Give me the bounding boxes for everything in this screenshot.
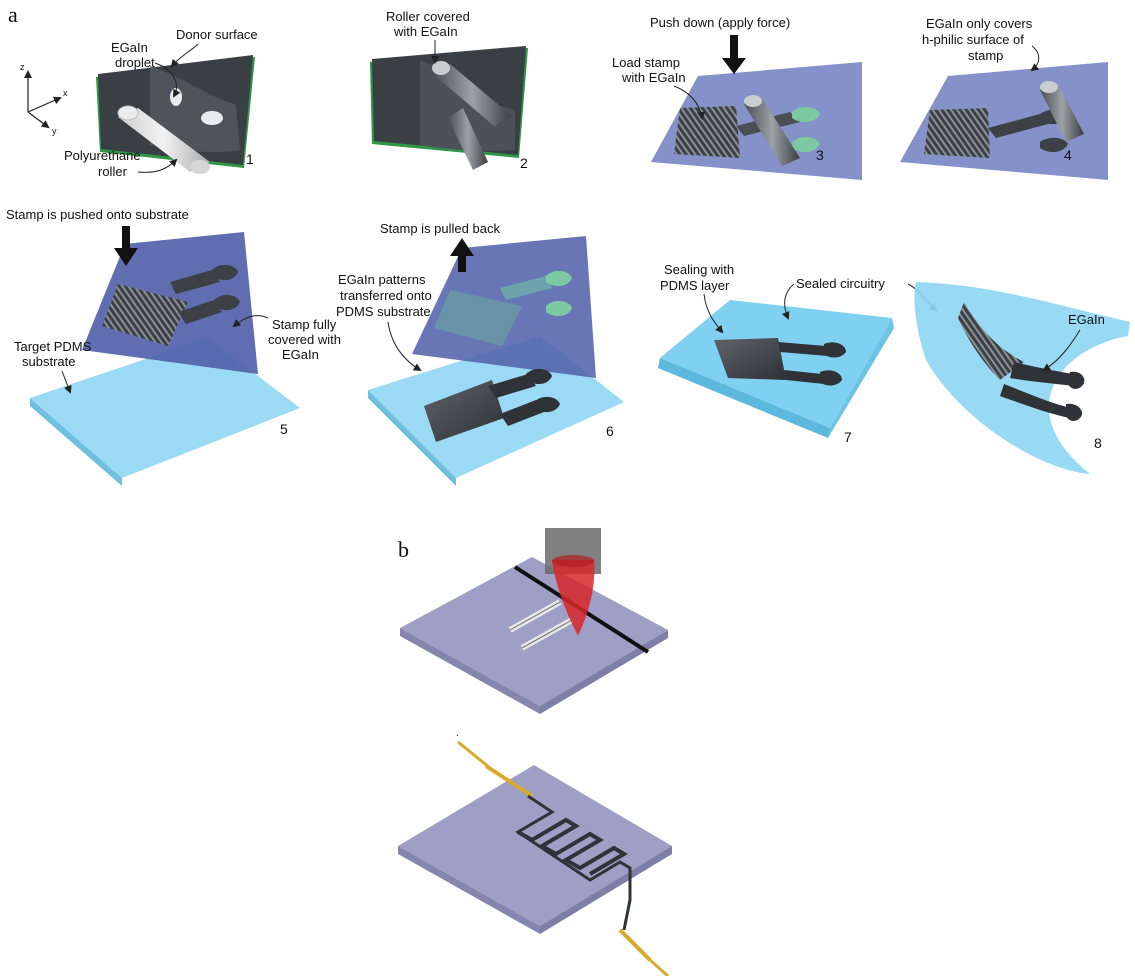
svg-text:droplet: droplet (115, 55, 155, 70)
svg-text:covered with: covered with (268, 332, 341, 347)
push-down-arrow (722, 35, 746, 74)
svg-text:Donor surface: Donor surface (176, 27, 258, 42)
svg-text:h-philic surface of: h-philic surface of (922, 32, 1024, 47)
laser-beam (552, 560, 595, 636)
svg-text:Stamp is pushed onto substrate: Stamp is pushed onto substrate (6, 207, 189, 222)
step-number-8: 8 (1094, 435, 1102, 451)
target-pdms-label: Target PDMS substrate (14, 339, 92, 394)
patterns-transferred-label: EGaIn patterns transferred onto PDMS sub… (336, 272, 432, 372)
svg-text:substrate: substrate (22, 354, 75, 369)
axis-x-label: x (63, 88, 68, 98)
egain-label: EGaIn (1042, 312, 1105, 372)
stamp-pulled-label: Stamp is pulled back (380, 221, 500, 272)
separator-dot: . (456, 728, 459, 739)
step-number-4: 4 (1064, 147, 1072, 163)
svg-text:EGaIn only covers: EGaIn only covers (926, 16, 1033, 31)
svg-text:Stamp is pulled back: Stamp is pulled back (380, 221, 500, 236)
stamp-fully-covered-label: Stamp fully covered with EGaIn (232, 315, 341, 362)
svg-text:EGaIn: EGaIn (111, 40, 148, 55)
svg-text:PDMS substrate: PDMS substrate (336, 304, 431, 319)
push-arrow (114, 226, 138, 266)
push-down-label: Push down (apply force) (650, 15, 790, 74)
svg-text:Sealing with: Sealing with (664, 262, 734, 277)
panel-a-letter: a (8, 2, 18, 27)
axis-y-label: y (52, 126, 57, 136)
svg-text:EGaIn patterns: EGaIn patterns (338, 272, 426, 287)
egain-droplet-label: EGaIn droplet (111, 40, 181, 98)
svg-text:Sealed circuitry: Sealed circuitry (796, 276, 885, 291)
step-number-6: 6 (606, 423, 614, 439)
step5-illustration (30, 232, 300, 486)
step-number-2: 2 (520, 155, 528, 171)
step-number-3: 3 (816, 147, 824, 163)
step3-illustration (651, 62, 862, 180)
step4-illustration (900, 62, 1108, 180)
serpentine-circuit-illustration (398, 740, 672, 976)
svg-text:Roller covered: Roller covered (386, 9, 470, 24)
donor-surface-label: Donor surface (170, 27, 258, 68)
svg-text:PDMS layer: PDMS layer (660, 278, 730, 293)
step7-illustration (658, 300, 894, 438)
step-number-7: 7 (844, 429, 852, 445)
step-number-1: 1 (246, 151, 254, 167)
laser-writing-illustration (400, 528, 668, 714)
svg-text:Target PDMS: Target PDMS (14, 339, 92, 354)
roller-covered-label: Roller covered with EGaIn (386, 9, 470, 64)
stamp-pushed-label: Stamp is pushed onto substrate (6, 207, 189, 266)
sealing-label: Sealing with PDMS layer (660, 262, 734, 334)
step1-illustration (96, 55, 255, 174)
load-stamp-label: Load stamp with EGaIn (612, 55, 706, 120)
step8-illustration (914, 282, 1130, 474)
svg-text:EGaIn: EGaIn (282, 347, 319, 362)
axis-z-label: z (20, 62, 25, 72)
svg-text:transferred onto: transferred onto (340, 288, 432, 303)
svg-text:Polyurethane: Polyurethane (64, 148, 141, 163)
polyurethane-roller-label: Polyurethane roller (64, 148, 178, 179)
svg-text:roller: roller (98, 164, 128, 179)
axis-triad: z x y (20, 62, 68, 136)
step2-illustration (370, 46, 528, 170)
svg-text:Push down (apply force): Push down (apply force) (650, 15, 790, 30)
step-number-5: 5 (280, 421, 288, 437)
svg-text:with EGaIn: with EGaIn (393, 24, 458, 39)
wire-right (618, 928, 652, 962)
pull-arrow (450, 238, 474, 272)
svg-text:with EGaIn: with EGaIn (621, 70, 686, 85)
egain-covers-label: EGaIn only covers h-philic surface of st… (922, 16, 1040, 72)
wire-left (484, 764, 534, 798)
svg-text:stamp: stamp (968, 48, 1003, 63)
panel-b-letter: b (398, 537, 409, 562)
svg-text:Stamp fully: Stamp fully (272, 317, 337, 332)
svg-text:Load stamp: Load stamp (612, 55, 680, 70)
svg-text:EGaIn: EGaIn (1068, 312, 1105, 327)
